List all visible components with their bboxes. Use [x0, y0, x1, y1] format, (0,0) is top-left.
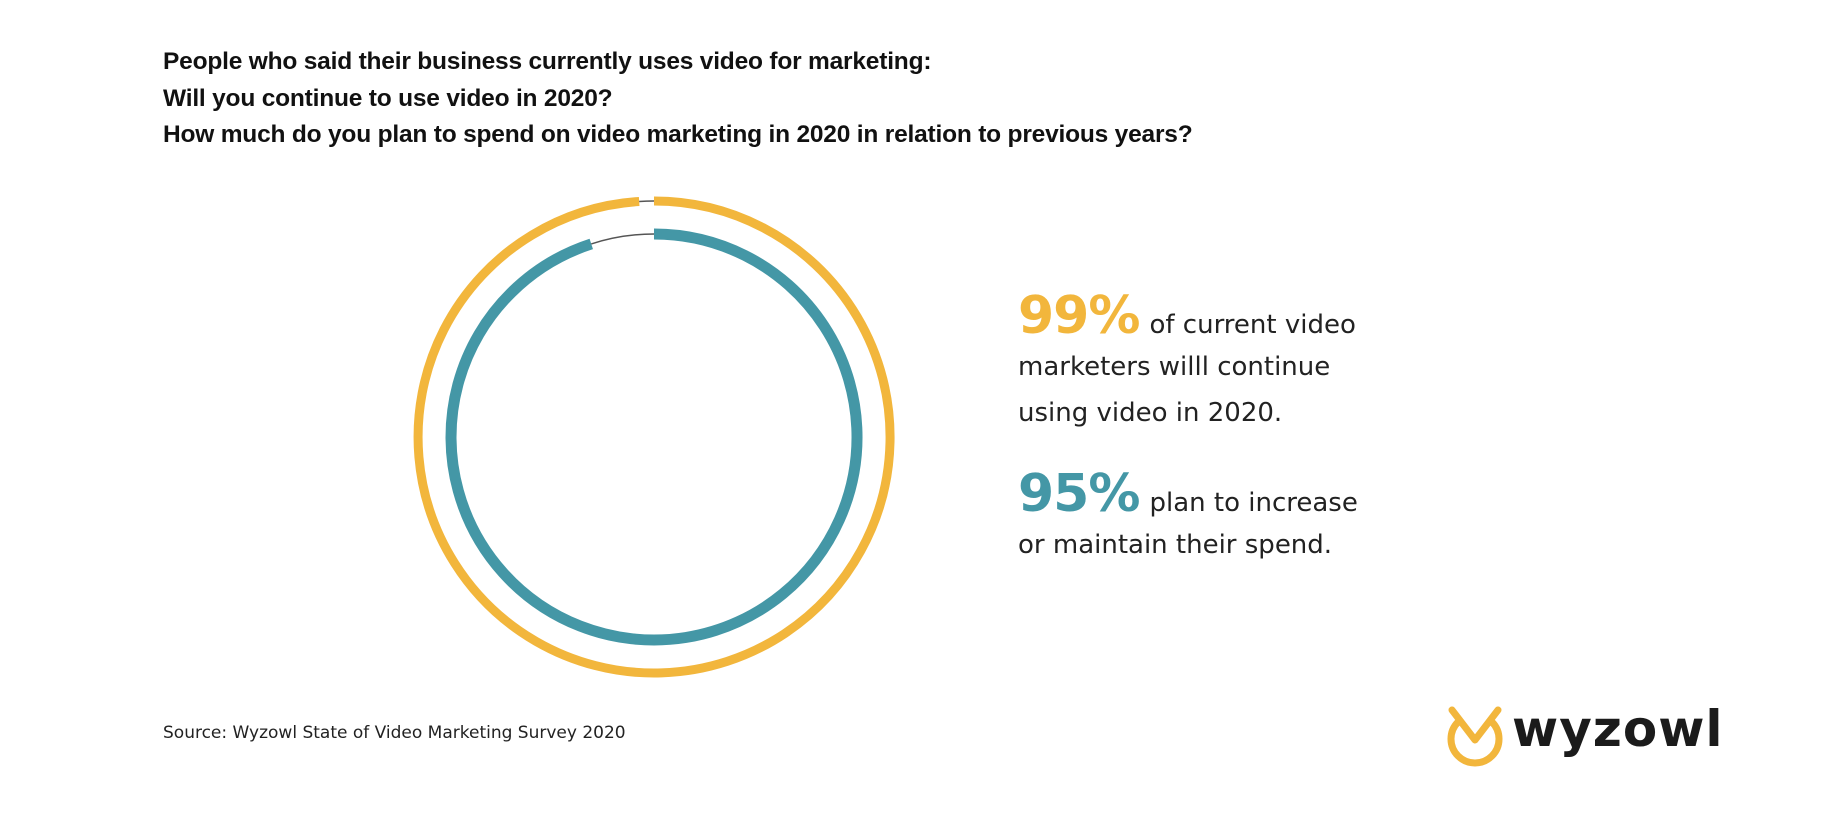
stat-95-text-line-2: or maintain their spend.: [1018, 530, 1333, 560]
logo-wordmark: wyzowl: [1512, 700, 1724, 758]
stat-continue-using: 99% of current video marketers willl cont…: [1018, 288, 1358, 436]
chart-title: People who said their business currently…: [163, 44, 1193, 154]
stat-99-value: 99%: [1018, 286, 1140, 346]
stat-spend: 95% plan to increase or maintain their sp…: [1018, 466, 1358, 568]
outer-ring-arc: [413, 196, 895, 678]
concentric-ring-chart: [413, 196, 895, 678]
owl-icon: [1447, 706, 1503, 767]
title-line-1: People who said their business currently…: [163, 48, 932, 75]
inner-ring-arc: [445, 228, 863, 646]
source-note: Source: Wyzowl State of Video Marketing …: [163, 723, 626, 743]
stats-panel: 99% of current video marketers willl cont…: [1018, 288, 1358, 568]
stat-99-text-line-1: of current video: [1149, 310, 1356, 340]
inner-ring-remainder: [591, 233, 655, 245]
title-line-3: How much do you plan to spend on video m…: [163, 121, 1193, 148]
wyzowl-logo: wyzowl: [1444, 700, 1724, 770]
stat-95-text-line-1: plan to increase: [1149, 488, 1358, 518]
title-line-2: Will you continue to use video in 2020?: [163, 84, 613, 112]
stat-99-text-line-2: marketers willl continue: [1018, 352, 1331, 382]
stat-99-text-line-3: using video in 2020.: [1018, 398, 1283, 428]
stat-95-value: 95%: [1018, 464, 1140, 524]
